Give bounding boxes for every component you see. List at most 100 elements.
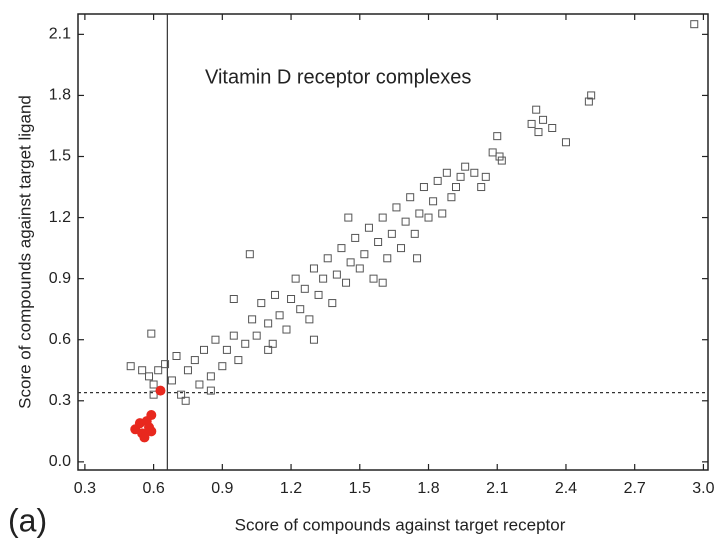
point [548, 124, 557, 132]
point [138, 366, 147, 375]
point [146, 410, 157, 421]
plot-frame [77, 13, 709, 471]
point [222, 345, 231, 354]
x-tick-label: 0.3 [74, 480, 96, 497]
point [534, 128, 543, 137]
point [234, 356, 243, 365]
point [378, 278, 387, 287]
point [344, 213, 353, 222]
point [183, 366, 192, 375]
point [275, 311, 284, 320]
point [241, 339, 250, 348]
point [527, 119, 536, 128]
x-axis-label: Score of compounds against target recept… [235, 515, 566, 534]
x-tick-label: 0.9 [211, 480, 233, 497]
point [190, 356, 199, 365]
point [172, 352, 181, 360]
y-axis-label: Score of compounds against target ligand [15, 95, 34, 409]
point [328, 299, 337, 308]
point [149, 390, 158, 399]
point [410, 229, 419, 238]
point [497, 156, 506, 165]
point [456, 172, 465, 181]
point [424, 213, 433, 222]
point [206, 372, 215, 381]
point [406, 193, 415, 202]
point [539, 115, 548, 124]
point [419, 183, 428, 192]
y-tick-label: 0.9 [49, 270, 71, 287]
point [206, 386, 215, 395]
y-tick-label: 2.1 [49, 26, 71, 43]
point [177, 390, 186, 399]
point [392, 203, 401, 212]
point [126, 362, 135, 371]
point [314, 290, 323, 299]
x-tick-label: 1.8 [417, 480, 439, 497]
point [346, 258, 355, 267]
point [383, 254, 392, 263]
point [378, 213, 387, 222]
point [154, 366, 163, 375]
point [532, 105, 541, 114]
x-tick-label: 2.4 [555, 480, 577, 497]
point [337, 244, 346, 253]
point [296, 305, 305, 314]
point [291, 274, 300, 283]
point [200, 345, 208, 354]
point [245, 250, 254, 259]
point [438, 209, 447, 218]
point [271, 290, 280, 299]
point [300, 284, 309, 293]
point [252, 331, 261, 340]
point [690, 20, 699, 29]
panel-label: (a) [8, 502, 47, 538]
point [433, 176, 442, 185]
point [413, 254, 422, 263]
point [442, 168, 451, 177]
point [401, 217, 410, 226]
point [264, 345, 273, 354]
point [447, 193, 456, 202]
point [161, 360, 170, 369]
point [481, 172, 490, 181]
x-tick-label: 1.5 [349, 480, 371, 497]
point [429, 197, 438, 206]
point [229, 295, 238, 303]
point [342, 278, 351, 287]
point [470, 168, 479, 177]
chart-title: Vitamin D receptor complexes [205, 66, 471, 88]
point [355, 264, 364, 273]
point [149, 380, 158, 389]
point [218, 362, 227, 371]
point [319, 274, 328, 283]
point [282, 325, 291, 334]
y-tick-label: 1.2 [49, 209, 71, 226]
point [387, 229, 396, 238]
point [146, 426, 157, 437]
point [145, 372, 154, 381]
x-tick-label: 3.0 [692, 480, 714, 497]
point [287, 295, 296, 303]
point [584, 97, 593, 106]
point [351, 233, 360, 242]
y-tick-label: 0.3 [49, 392, 71, 409]
point [360, 250, 369, 259]
point [364, 223, 373, 232]
point [155, 385, 166, 396]
point [257, 299, 266, 308]
point [323, 254, 332, 263]
point [195, 380, 204, 389]
point [477, 183, 486, 192]
point [309, 335, 318, 344]
y-tick-label: 1.8 [49, 87, 71, 104]
point [167, 376, 176, 385]
point [369, 274, 378, 283]
y-tick-label: 0.6 [49, 331, 71, 348]
point [587, 91, 596, 100]
point [229, 331, 238, 340]
point [452, 183, 460, 192]
point [309, 264, 318, 273]
x-tick-label: 0.6 [142, 480, 164, 497]
point [181, 396, 190, 405]
